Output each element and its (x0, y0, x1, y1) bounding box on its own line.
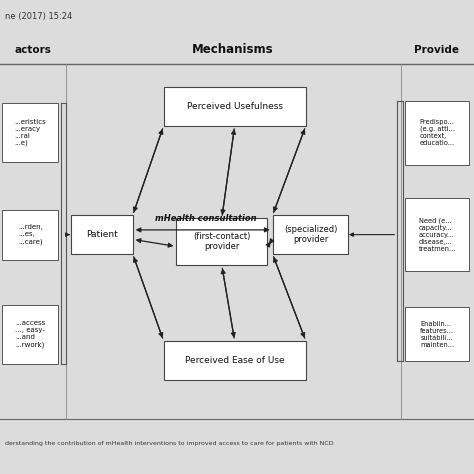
Text: ...eristics
...eracy
...ral
...e): ...eristics ...eracy ...ral ...e) (15, 119, 46, 146)
Text: ...rden,
...es,
...care): ...rden, ...es, ...care) (18, 224, 43, 245)
Text: Patient: Patient (86, 230, 118, 239)
FancyBboxPatch shape (405, 198, 469, 271)
FancyBboxPatch shape (164, 87, 306, 126)
Text: ...access
..., easy-
...and
...rwork): ...access ..., easy- ...and ...rwork) (15, 320, 46, 348)
FancyBboxPatch shape (164, 341, 306, 380)
FancyBboxPatch shape (405, 307, 469, 362)
Text: (specialized)
provider: (specialized) provider (284, 225, 337, 244)
Text: ne (2017) 15:24: ne (2017) 15:24 (5, 12, 72, 21)
Text: mHealth consultation: mHealth consultation (155, 214, 257, 222)
Text: Enablin...
features...
suitabili...
mainten...: Enablin... features... suitabili... main… (420, 321, 454, 347)
Text: (first-contact)
provider: (first-contact) provider (193, 232, 251, 251)
FancyBboxPatch shape (176, 218, 267, 265)
FancyBboxPatch shape (2, 210, 58, 260)
FancyBboxPatch shape (71, 215, 133, 254)
Text: Predispo...
(e.g. atti...
context,
educatio...: Predispo... (e.g. atti... context, educa… (419, 119, 455, 146)
Text: actors: actors (15, 45, 52, 55)
FancyBboxPatch shape (273, 215, 348, 254)
Text: Perceived Ease of Use: Perceived Ease of Use (185, 356, 284, 365)
Text: Need (e...
capacity...
accuracy...
disease,...
treatmen...: Need (e... capacity... accuracy... disea… (419, 218, 456, 252)
Text: Provide: Provide (414, 45, 458, 55)
FancyBboxPatch shape (2, 103, 58, 163)
FancyBboxPatch shape (405, 101, 469, 165)
Text: Mechanisms: Mechanisms (191, 43, 273, 56)
Text: Perceived Usefulness: Perceived Usefulness (187, 102, 283, 111)
FancyBboxPatch shape (2, 305, 58, 364)
Text: derstanding the contribution of mHealth interventions to improved access to care: derstanding the contribution of mHealth … (5, 441, 333, 446)
